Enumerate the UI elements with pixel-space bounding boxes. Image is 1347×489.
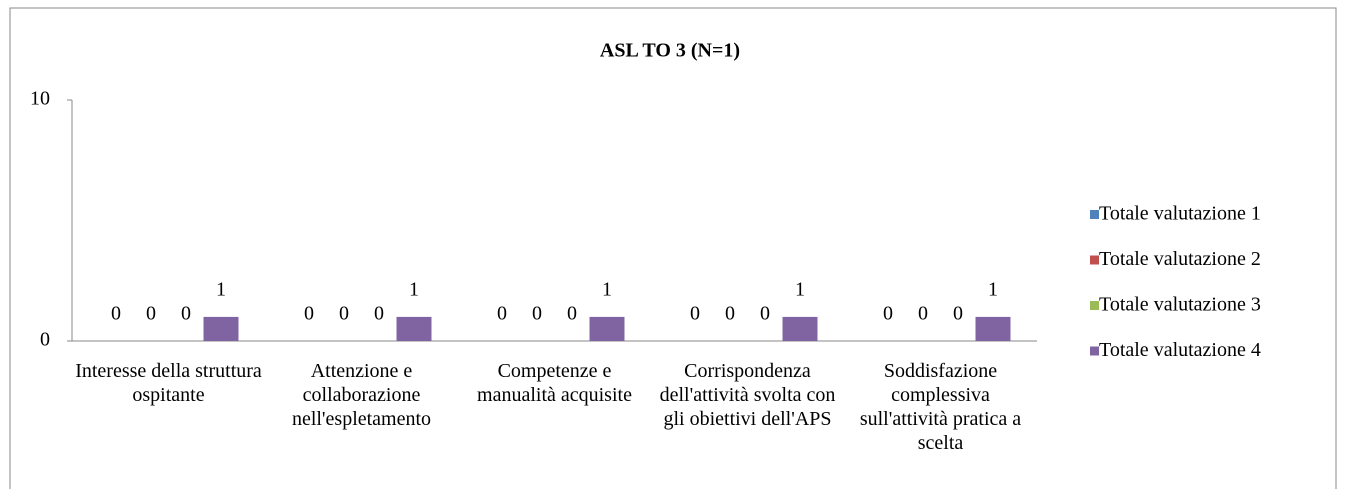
legend-label: Totale valutazione 1 [1099, 203, 1261, 225]
data-label: 0 [497, 303, 507, 325]
data-label: 0 [567, 303, 577, 325]
x-tick-label: Attenzione e collaborazione nell'espleta… [291, 360, 432, 430]
data-label: 0 [953, 303, 963, 325]
data-label: 1 [216, 278, 226, 300]
legend-label: Totale valutazione 2 [1099, 248, 1261, 270]
data-label: 0 [532, 303, 542, 325]
data-label: 1 [602, 278, 612, 300]
x-tick-label: Corrispondenza dell'attività svolta con … [659, 360, 836, 430]
bar [589, 316, 625, 341]
data-label: 0 [918, 303, 928, 325]
data-label: 0 [760, 303, 770, 325]
data-label: 0 [883, 303, 893, 325]
chart-title: ASL TO 3 (N=1) [600, 40, 740, 62]
legend-label: Totale valutazione 4 [1099, 339, 1261, 361]
bar [203, 316, 239, 341]
x-tick-label: Soddisfazione complessiva sull'attività … [859, 360, 1022, 454]
data-label: 0 [181, 303, 191, 325]
bar [782, 316, 818, 341]
data-label: 0 [304, 303, 314, 325]
bar [975, 316, 1011, 341]
data-label: 0 [374, 303, 384, 325]
data-label: 1 [795, 278, 805, 300]
data-label: 0 [725, 303, 735, 325]
data-label: 0 [111, 303, 121, 325]
legend-swatch [1090, 301, 1099, 310]
x-tick-label: Interesse della struttura ospitante [75, 360, 262, 406]
bar [396, 316, 432, 341]
data-label: 1 [988, 278, 998, 300]
data-label: 0 [339, 303, 349, 325]
legend-swatch [1090, 346, 1099, 356]
chart-frame [9, 7, 1337, 489]
data-label: 0 [146, 303, 156, 325]
legend-swatch [1090, 255, 1099, 265]
legend-label: Totale valutazione 3 [1099, 294, 1261, 316]
y-tick-label: 10 [30, 88, 50, 110]
data-label: 0 [690, 303, 700, 325]
data-label: 1 [409, 278, 419, 300]
y-tick-label: 0 [40, 329, 50, 351]
x-tick-label: Competenze e manualità acquisite [477, 360, 632, 406]
legend-swatch [1090, 210, 1099, 219]
